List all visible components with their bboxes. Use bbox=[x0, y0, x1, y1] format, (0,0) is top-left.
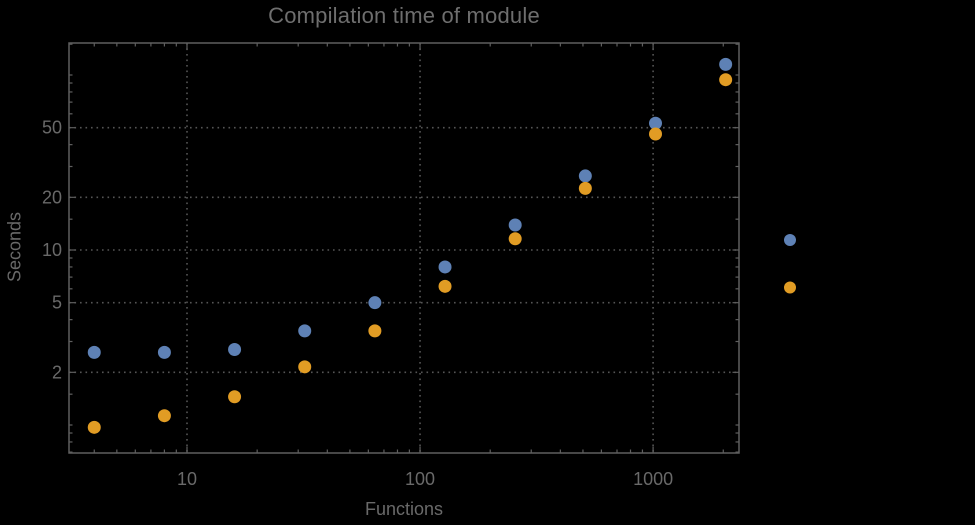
y-tick-label: 2 bbox=[52, 362, 62, 382]
x-tick-label: 100 bbox=[405, 469, 435, 489]
data-point-series-blue bbox=[368, 296, 382, 310]
x-tick-label: 1000 bbox=[633, 469, 673, 489]
data-point-series-orange bbox=[87, 420, 101, 434]
data-point-series-orange bbox=[578, 181, 592, 195]
data-point-series-blue bbox=[719, 57, 733, 71]
data-point-series-orange bbox=[157, 409, 171, 423]
data-point-series-orange bbox=[508, 232, 522, 246]
data-point-series-blue bbox=[157, 345, 171, 359]
data-point-series-orange bbox=[438, 279, 452, 293]
data-point-series-orange bbox=[298, 360, 312, 374]
data-point-series-orange bbox=[228, 390, 242, 404]
data-point-series-blue bbox=[578, 169, 592, 183]
chart-title: Compilation time of module bbox=[268, 3, 540, 28]
y-tick-label: 50 bbox=[42, 118, 62, 138]
data-point-series-orange bbox=[719, 73, 733, 87]
y-tick-label: 10 bbox=[42, 240, 62, 260]
data-point-series-blue bbox=[87, 345, 101, 359]
data-point-series-blue bbox=[438, 260, 452, 274]
data-point-series-blue bbox=[228, 343, 242, 357]
plot-frame bbox=[68, 42, 740, 454]
legend-orange-marker bbox=[784, 281, 796, 294]
x-tick-label: 10 bbox=[177, 469, 197, 489]
data-point-series-blue bbox=[649, 116, 663, 130]
data-point-series-orange bbox=[649, 127, 663, 141]
y-tick-label: 5 bbox=[52, 293, 62, 313]
y-axis-label: Seconds bbox=[4, 211, 25, 283]
data-point-series-blue bbox=[508, 218, 522, 232]
x-axis-label: Functions bbox=[364, 499, 444, 519]
legend-blue-marker bbox=[784, 234, 796, 246]
data-point-series-blue bbox=[298, 324, 312, 338]
y-tick-label: 20 bbox=[42, 187, 62, 207]
data-point-series-orange bbox=[368, 324, 382, 338]
